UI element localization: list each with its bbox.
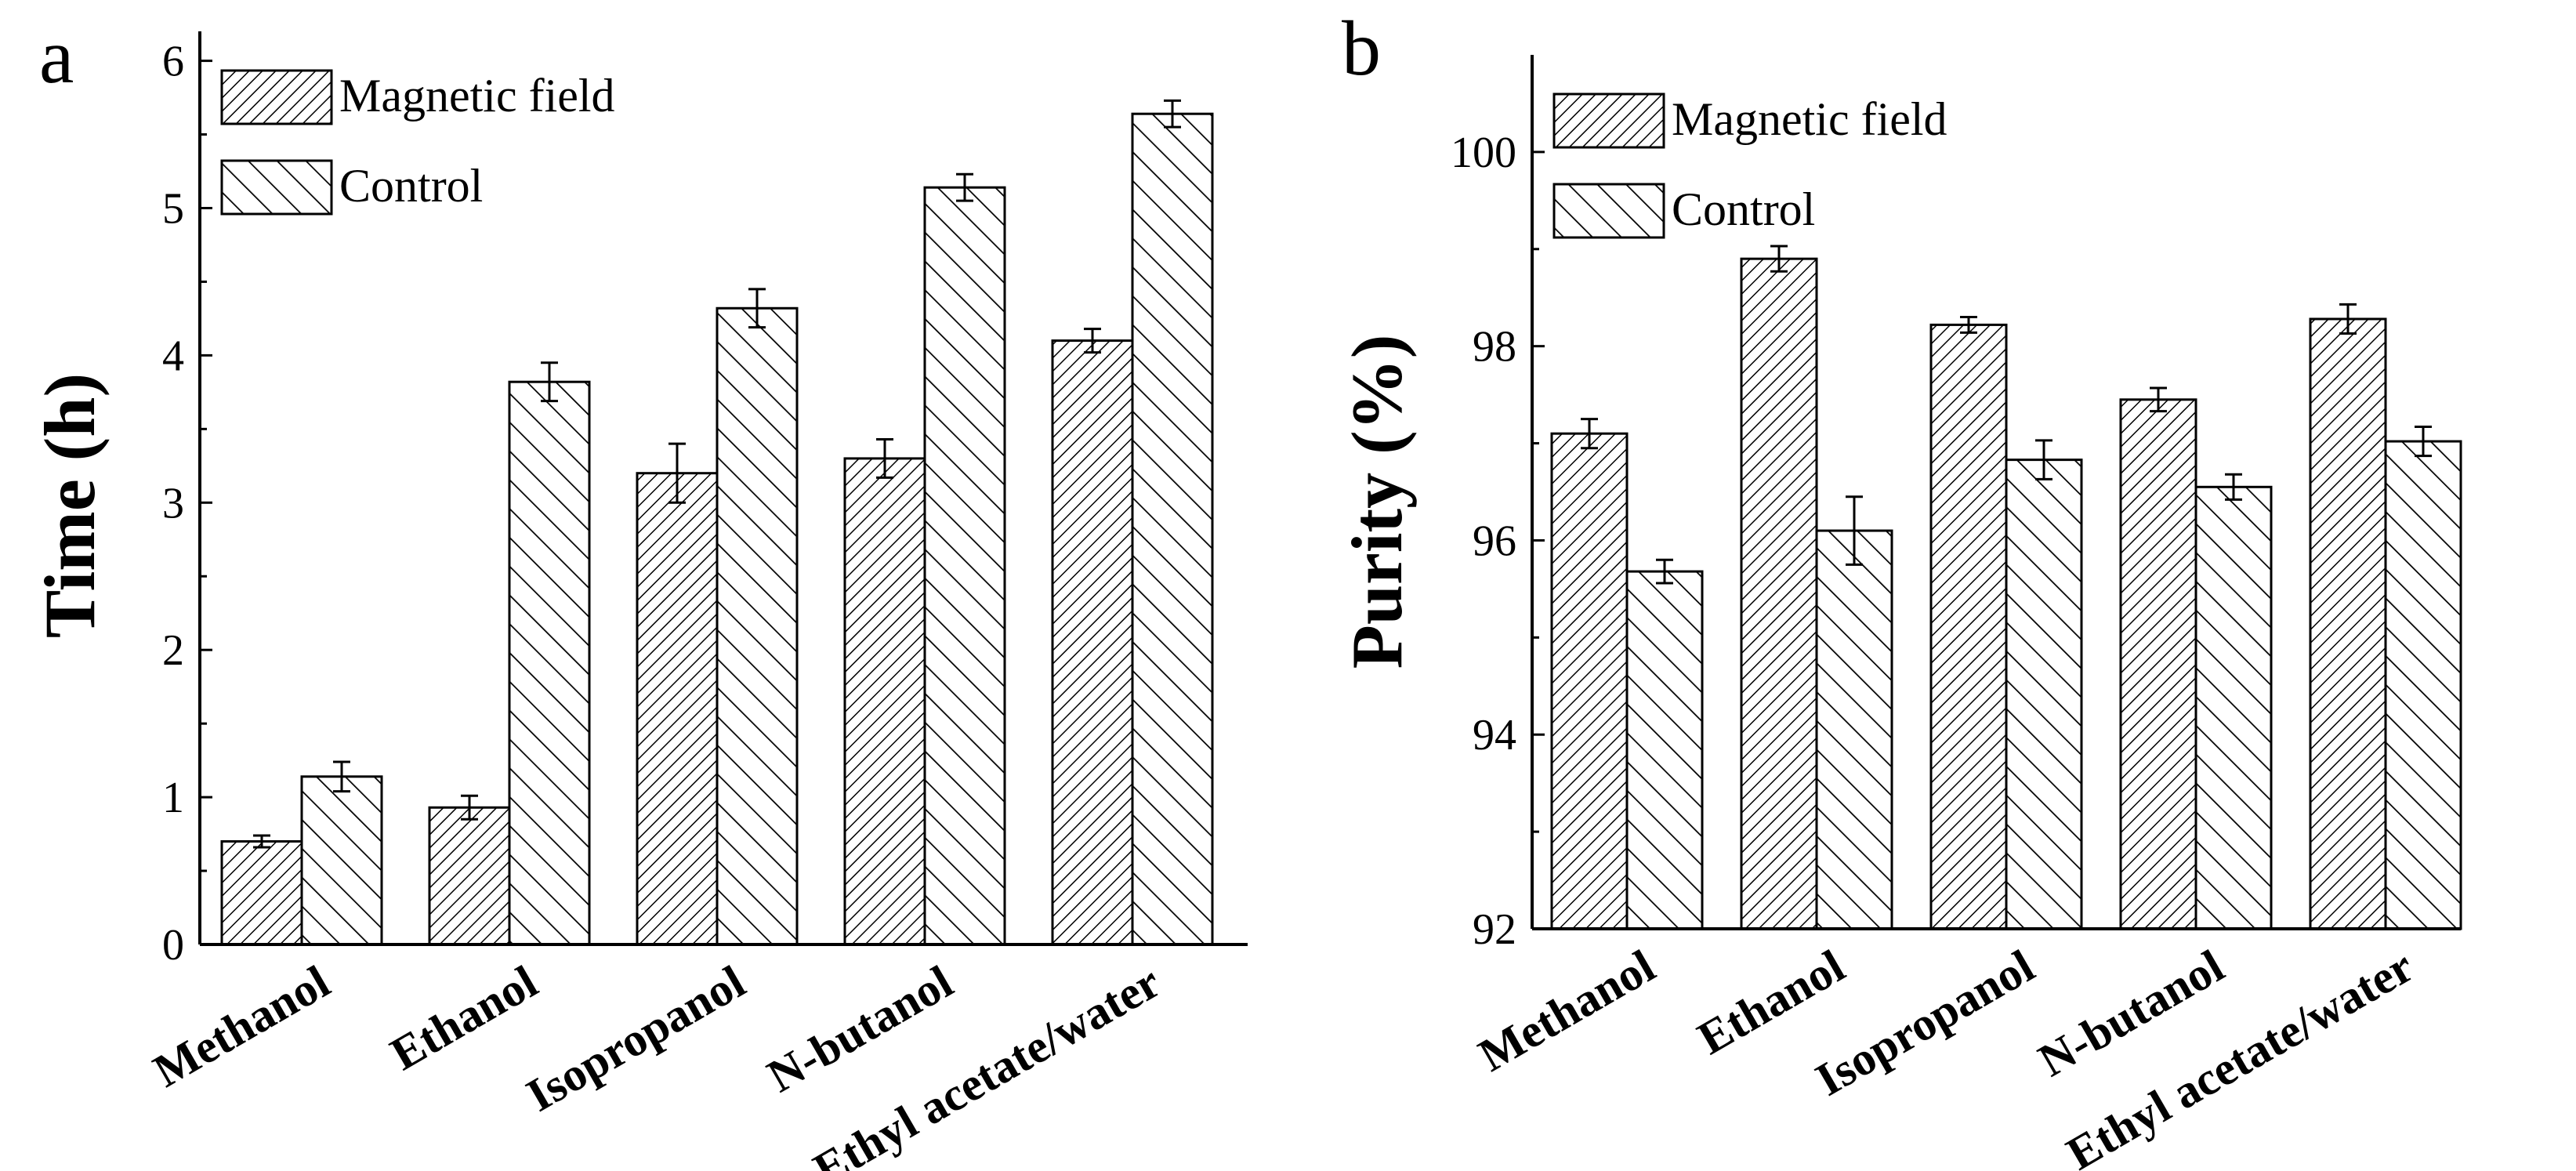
y-tick-label: 96 bbox=[1473, 517, 1516, 565]
error-bar-magnetic-field-methanol bbox=[1581, 418, 1598, 450]
panel-a-legend: Magnetic field Control bbox=[220, 69, 615, 216]
bar-control-methanol bbox=[300, 775, 383, 946]
bar-control-methanol bbox=[1625, 570, 1704, 930]
panel-b-y-axis-label: Purity (%) bbox=[1337, 335, 1417, 669]
panel-b-x-ticks: Methanol EthanolIsopropanolN-butanolEthyl… bbox=[1470, 940, 2422, 1171]
error-bar-magnetic-field-isopropanol bbox=[1960, 316, 1977, 334]
bar-magnetic-field-n-butanol bbox=[843, 457, 926, 946]
error-bar-magnetic-field-ethyl-acetate-water bbox=[1084, 328, 1101, 354]
panel-b-y-ticks: 92 94 96 98 100 bbox=[1451, 129, 1545, 954]
error-bar-magnetic-field-isopropanol bbox=[668, 442, 686, 504]
y-tick-label: 98 bbox=[1473, 323, 1516, 372]
panel-a-y-axis-label: Time (h) bbox=[30, 373, 110, 638]
y-tick-label: 94 bbox=[1473, 711, 1516, 760]
panel-a-y-ticks: 0 1 2 3 4 5 6 bbox=[162, 38, 212, 970]
error-bar-control-methanol bbox=[333, 760, 350, 793]
legend-label-control: Control bbox=[339, 160, 483, 212]
x-tick-ethyl-acetate-water: Ethyl acetate/water bbox=[805, 955, 1168, 1171]
bar-magnetic-field-ethyl-acetate-water bbox=[1051, 339, 1134, 946]
error-bar-magnetic-field-n-butanol bbox=[876, 437, 893, 479]
panel-a-marks bbox=[220, 99, 1214, 946]
error-bar-control-isopropanol bbox=[2035, 439, 2052, 480]
error-bar-magnetic-field-ethanol bbox=[461, 794, 478, 821]
error-bar-control-ethyl-acetate-water bbox=[2415, 425, 2432, 458]
error-bar-control-ethanol bbox=[1846, 495, 1863, 566]
x-tick-methanol: Methanol bbox=[1470, 940, 1664, 1081]
y-tick-label: 4 bbox=[162, 332, 184, 380]
y-tick-label: 1 bbox=[162, 774, 184, 822]
bar-magnetic-field-n-butanol bbox=[2119, 398, 2197, 930]
x-tick-methanol: Methanol bbox=[145, 955, 339, 1097]
x-tick-isopropanol: Isopropanol bbox=[518, 955, 754, 1122]
y-tick-label: 100 bbox=[1451, 129, 1516, 177]
bar-control-ethyl-acetate-water bbox=[1131, 112, 1214, 946]
y-tick-label: 6 bbox=[162, 38, 184, 86]
legend-swatch-control bbox=[1552, 183, 1665, 239]
x-tick-ethyl-acetate-water: Ethyl acetate/water bbox=[2058, 940, 2422, 1171]
y-tick-label: 0 bbox=[162, 921, 184, 970]
bar-control-ethyl-acetate-water bbox=[2384, 440, 2462, 930]
legend-swatch-magnetic-field bbox=[220, 69, 333, 125]
legend-label-magnetic-field: Magnetic field bbox=[1672, 93, 1947, 145]
bar-control-ethanol bbox=[508, 380, 591, 946]
bar-magnetic-field-methanol bbox=[220, 839, 303, 946]
panel-a-letter: a bbox=[39, 13, 74, 100]
panel-b: b Purity (%) 92 94 96 98 100 Methanol Ethanol… bbox=[1337, 5, 2462, 1171]
legend-swatch-control bbox=[220, 159, 333, 216]
bar-control-n-butanol bbox=[2194, 485, 2273, 930]
bar-control-n-butanol bbox=[923, 186, 1006, 946]
panel-a: a Time (h) 0 1 2 3 4 5 6 Methanol EthanolIsopro… bbox=[30, 13, 1248, 1171]
y-tick-label: 5 bbox=[162, 184, 184, 233]
error-bar-control-ethyl-acetate-water bbox=[1164, 99, 1181, 129]
x-tick-ethanol: Ethanol bbox=[382, 955, 545, 1080]
y-tick-label: 2 bbox=[162, 626, 184, 675]
error-bar-control-n-butanol bbox=[956, 172, 973, 202]
legend-label-control: Control bbox=[1672, 183, 1815, 235]
panel-b-marks bbox=[1550, 245, 2462, 930]
panel-b-legend: Magnetic field Control bbox=[1552, 92, 1947, 239]
y-tick-label: 92 bbox=[1473, 905, 1516, 954]
error-bar-control-methanol bbox=[1656, 558, 1673, 585]
error-bar-control-isopropanol bbox=[748, 288, 766, 329]
error-bar-magnetic-field-ethyl-acetate-water bbox=[2339, 303, 2357, 335]
bar-magnetic-field-ethanol bbox=[428, 806, 511, 946]
bar-control-isopropanol bbox=[716, 306, 799, 946]
bar-control-isopropanol bbox=[2005, 459, 2083, 930]
panel-b-letter: b bbox=[1342, 5, 1381, 92]
y-tick-label: 3 bbox=[162, 479, 184, 527]
bar-magnetic-field-ethyl-acetate-water bbox=[2309, 317, 2387, 930]
error-bar-magnetic-field-ethanol bbox=[1770, 245, 1788, 273]
legend-swatch-magnetic-field bbox=[1552, 92, 1665, 149]
error-bar-magnetic-field-n-butanol bbox=[2150, 386, 2167, 413]
panel-a-axes bbox=[198, 31, 1248, 946]
bar-magnetic-field-ethanol bbox=[1740, 257, 1818, 930]
error-bar-magnetic-field-methanol bbox=[253, 834, 270, 849]
bar-control-ethanol bbox=[1815, 529, 1893, 930]
bar-magnetic-field-methanol bbox=[1550, 432, 1629, 930]
error-bar-control-n-butanol bbox=[2225, 473, 2242, 501]
error-bar-control-ethanol bbox=[541, 361, 558, 403]
bar-magnetic-field-isopropanol bbox=[636, 472, 719, 946]
x-tick-ethanol: Ethanol bbox=[1689, 940, 1853, 1064]
x-tick-isopropanol: Isopropanol bbox=[1807, 940, 2043, 1106]
legend-label-magnetic-field: Magnetic field bbox=[339, 70, 615, 121]
bar-magnetic-field-isopropanol bbox=[1929, 323, 2008, 930]
panel-b-axes bbox=[1531, 55, 2461, 930]
